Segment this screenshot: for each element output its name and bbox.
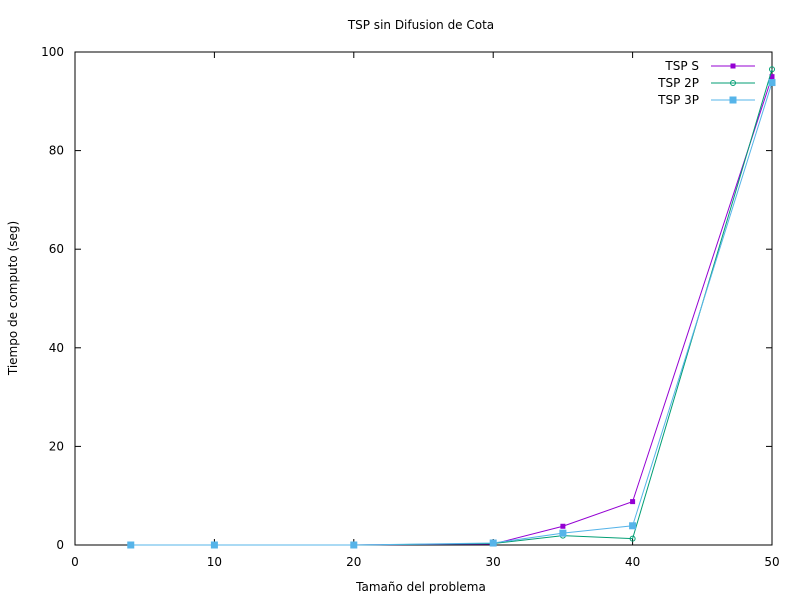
series-0-point-4 — [560, 523, 566, 529]
series-layer — [127, 66, 776, 549]
series-2-point-3 — [489, 539, 497, 547]
y-tick-label-2: 40 — [49, 341, 64, 355]
series-2-point-4 — [559, 529, 567, 537]
series-2 — [127, 79, 776, 549]
x-axis-label: Tamaño del problema — [355, 580, 486, 594]
series-0-point-6 — [769, 74, 775, 80]
series-2-point-5 — [629, 522, 637, 530]
legend-label-1: TSP 2P — [657, 76, 699, 90]
x-tick-label-4: 40 — [625, 555, 640, 569]
series-line-1 — [130, 69, 773, 546]
series-1 — [127, 66, 775, 548]
series-line-2 — [130, 82, 773, 546]
series-2-point-6 — [768, 79, 776, 87]
y-tick-label-4: 80 — [49, 144, 64, 158]
series-2-point-2 — [350, 541, 358, 549]
legend-marker-0 — [730, 63, 736, 69]
series-line-0 — [130, 76, 773, 546]
x-tick-label-0: 0 — [71, 555, 79, 569]
chart-title: TSP sin Difusion de Cota — [347, 18, 494, 32]
series-2-point-1 — [210, 541, 218, 549]
x-tick-label-5: 50 — [764, 555, 779, 569]
legend-label-2: TSP 3P — [657, 93, 699, 107]
series-0-point-5 — [630, 499, 636, 505]
series-0 — [128, 74, 775, 548]
y-tick-label-5: 100 — [41, 45, 64, 59]
y-tick-label-1: 20 — [49, 439, 64, 453]
series-1-point-6 — [769, 66, 775, 73]
y-axis-label: Tiempo de computo (seg) — [6, 221, 20, 376]
x-tick-label-2: 20 — [346, 555, 361, 569]
plot-frame — [74, 51, 773, 546]
legend-marker-2 — [729, 96, 737, 104]
series-1-point-5 — [629, 535, 636, 542]
axis-ticks: 0 10 20 30 40 50 0 20 40 60 80 100 — [41, 45, 780, 569]
y-tick-label-0: 0 — [56, 538, 64, 552]
legend-marker-1 — [730, 80, 736, 86]
x-tick-label-1: 10 — [207, 555, 222, 569]
legend-label-0: TSP S — [664, 59, 699, 73]
legend: TSP S TSP 2P TSP 3P — [657, 59, 755, 107]
series-2-point-0 — [127, 541, 135, 549]
y-tick-label-3: 60 — [49, 242, 64, 256]
x-tick-label-3: 30 — [486, 555, 501, 569]
